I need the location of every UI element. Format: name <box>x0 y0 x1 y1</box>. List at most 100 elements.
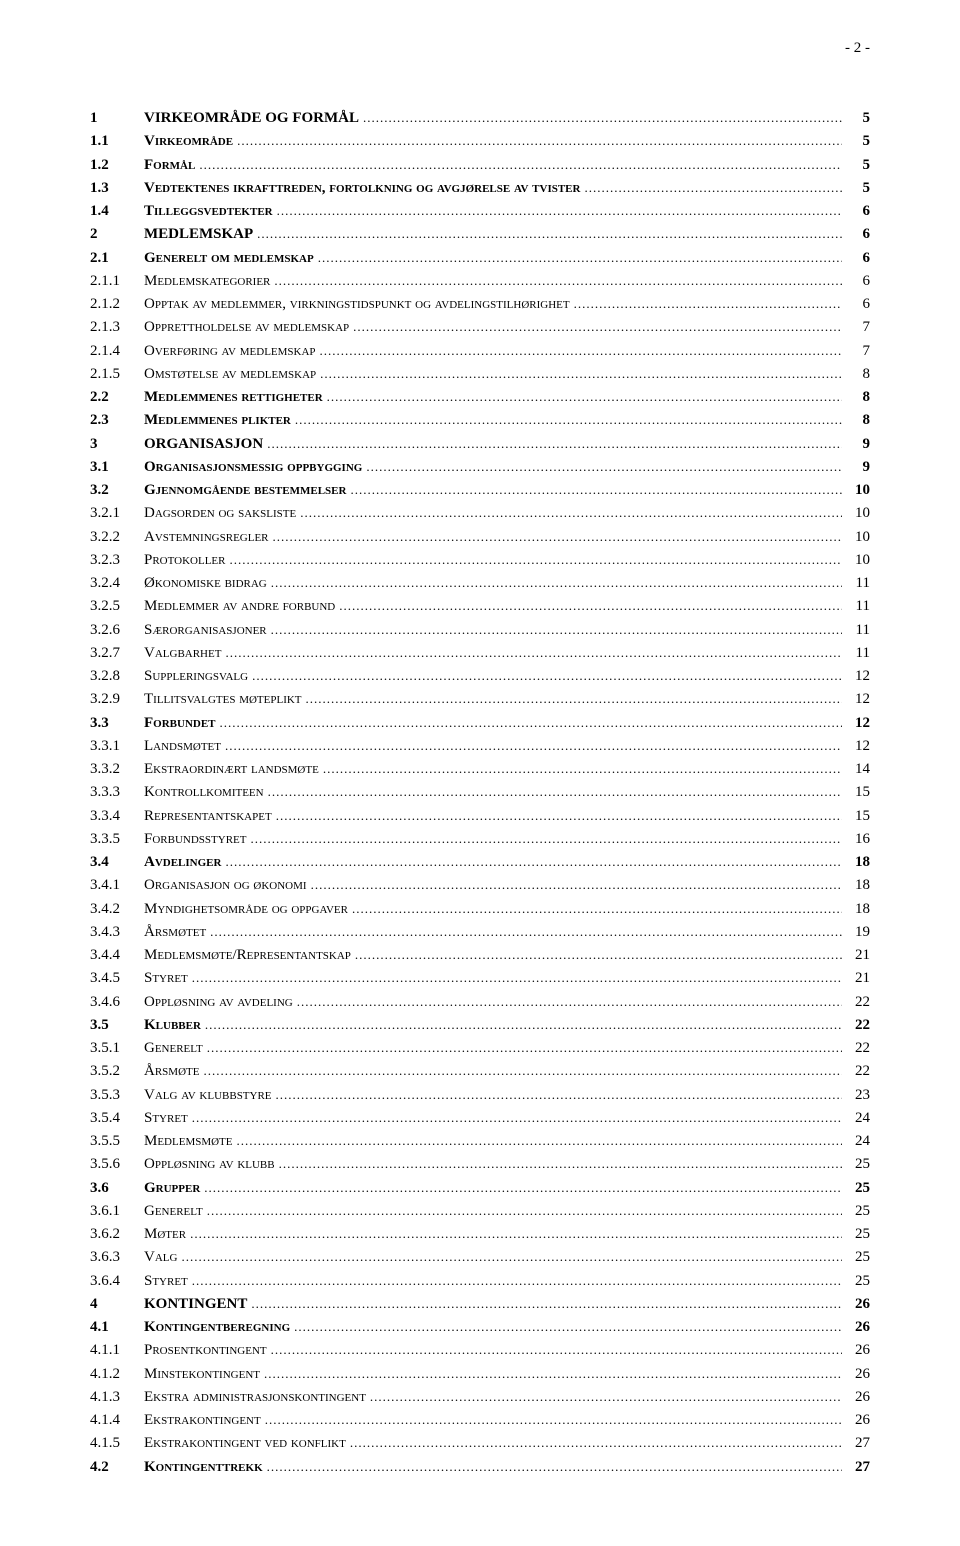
toc-page: 10 <box>846 479 870 502</box>
toc-page: 11 <box>846 595 870 618</box>
toc-leader <box>268 781 842 804</box>
toc-title: Protokoller <box>144 549 225 572</box>
toc-row: 3.5.2Årsmøte22 <box>90 1060 870 1083</box>
toc-leader <box>279 1153 842 1176</box>
toc-number: 4.1.4 <box>90 1409 144 1432</box>
toc-title: Medlemsmøte <box>144 1130 233 1153</box>
toc-number: 3.5.3 <box>90 1084 144 1107</box>
toc-number: 3.6.1 <box>90 1200 144 1223</box>
toc-row: 2.1.3Opprettholdelse av medlemskap7 <box>90 316 870 339</box>
toc-leader <box>250 828 842 851</box>
toc-title: Medlemsmøte/Representantskap <box>144 944 351 967</box>
toc-title: Omstøtelse av medlemskap <box>144 363 316 386</box>
toc-title: Valg av klubbstyre <box>144 1084 272 1107</box>
toc-number: 3.2.1 <box>90 502 144 525</box>
toc-title: Medlemmer av andre forbund <box>144 595 335 618</box>
toc-number: 4.1.5 <box>90 1432 144 1455</box>
toc-page: 25 <box>846 1270 870 1293</box>
toc-page: 18 <box>846 851 870 874</box>
toc-title: Avstemningsregler <box>144 526 269 549</box>
toc-leader <box>199 154 842 177</box>
page-number: - 2 - <box>90 40 870 57</box>
toc-title: Årsmøte <box>144 1060 199 1083</box>
toc-title: Kontrollkomiteen <box>144 781 264 804</box>
toc-row: 4.1.5Ekstrakontingent ved konflikt27 <box>90 1432 870 1455</box>
toc-leader <box>294 1316 842 1339</box>
toc-page: 5 <box>846 154 870 177</box>
toc-row: 3.2.1Dagsorden og saksliste10 <box>90 502 870 525</box>
toc-page: 15 <box>846 805 870 828</box>
toc-number: 3.3.4 <box>90 805 144 828</box>
toc-row: 3.3.3Kontrollkomiteen15 <box>90 781 870 804</box>
toc-number: 4.1 <box>90 1316 144 1339</box>
toc-row: 4.1.3Ekstra administrasjonskontingent26 <box>90 1386 870 1409</box>
toc-title: Ekstrakontingent <box>144 1409 261 1432</box>
toc-leader <box>267 1456 842 1479</box>
toc-row: 1.1Virkeområde5 <box>90 130 870 153</box>
toc-leader <box>225 735 842 758</box>
toc-page: 8 <box>846 363 870 386</box>
toc-page: 6 <box>846 200 870 223</box>
toc-number: 3.4.4 <box>90 944 144 967</box>
toc-leader <box>192 1270 842 1293</box>
toc-row: 3.6.2Møter25 <box>90 1223 870 1246</box>
toc-row: 3.4.2Myndighetsområde og oppgaver18 <box>90 898 870 921</box>
toc-number: 1 <box>90 107 144 130</box>
toc-number: 3.5.5 <box>90 1130 144 1153</box>
toc-page: 12 <box>846 735 870 758</box>
toc-title: Tillitsvalgtes møteplikt <box>144 688 302 711</box>
toc-row: 2.1Generelt om medlemskap6 <box>90 247 870 270</box>
toc-row: 3.3.1Landsmøtet12 <box>90 735 870 758</box>
toc-number: 3.3.5 <box>90 828 144 851</box>
toc-leader <box>306 688 842 711</box>
toc-number: 3.2 <box>90 479 144 502</box>
toc-row: 3.2.6Særorganisasjoner11 <box>90 619 870 642</box>
toc-row: 3.3.4Representantskapet15 <box>90 805 870 828</box>
toc-number: 4 <box>90 1293 144 1316</box>
toc-page: 26 <box>846 1386 870 1409</box>
toc-row: 3.4.6Oppløsning av avdeling22 <box>90 991 870 1014</box>
toc-number: 3.2.9 <box>90 688 144 711</box>
toc-page: 8 <box>846 386 870 409</box>
toc-title: Oppløsning av avdeling <box>144 991 293 1014</box>
toc-row: 2.2Medlemmenes rettigheter8 <box>90 386 870 409</box>
toc-row: 2.1.2Opptak av medlemmer, virkningstidsp… <box>90 293 870 316</box>
toc-leader <box>204 1177 842 1200</box>
toc-row: 3.5Klubber22 <box>90 1014 870 1037</box>
toc-leader <box>584 177 842 200</box>
toc-row: 3.1Organisasjonsmessig oppbygging9 <box>90 456 870 479</box>
toc-number: 3.5.2 <box>90 1060 144 1083</box>
toc-leader <box>190 1223 842 1246</box>
toc-number: 3.2.2 <box>90 526 144 549</box>
toc-leader <box>205 1014 842 1037</box>
toc-leader <box>274 270 842 293</box>
toc-title: Medlemskategorier <box>144 270 270 293</box>
toc-row: 3.2.7Valgbarhet11 <box>90 642 870 665</box>
toc-number: 1.4 <box>90 200 144 223</box>
toc-number: 3.6.2 <box>90 1223 144 1246</box>
toc-title: Opprettholdelse av medlemskap <box>144 316 349 339</box>
toc-row: 3.4.1Organisasjon og økonomi18 <box>90 874 870 897</box>
toc-number: 1.2 <box>90 154 144 177</box>
toc-leader <box>339 595 842 618</box>
toc-title: Formål <box>144 154 195 177</box>
toc-title: Styret <box>144 1107 188 1130</box>
toc-number: 2 <box>90 223 144 246</box>
toc-page: 12 <box>846 688 870 711</box>
toc-leader <box>220 712 842 735</box>
toc-leader <box>350 479 842 502</box>
toc-leader <box>355 944 842 967</box>
toc-leader <box>276 1084 842 1107</box>
toc-leader <box>225 642 842 665</box>
toc-page: 12 <box>846 665 870 688</box>
toc-title: Generelt <box>144 1200 203 1223</box>
toc-title: Virkeområde <box>144 130 233 153</box>
toc-number: 4.1.1 <box>90 1339 144 1362</box>
toc-page: 26 <box>846 1293 870 1316</box>
toc-row: 3.5.5Medlemsmøte24 <box>90 1130 870 1153</box>
toc-title: Årsmøtet <box>144 921 206 944</box>
toc-page: 22 <box>846 1014 870 1037</box>
toc-page: 10 <box>846 526 870 549</box>
toc-title: Organisasjon og økonomi <box>144 874 307 897</box>
toc-row: 3.5.3Valg av klubbstyre23 <box>90 1084 870 1107</box>
